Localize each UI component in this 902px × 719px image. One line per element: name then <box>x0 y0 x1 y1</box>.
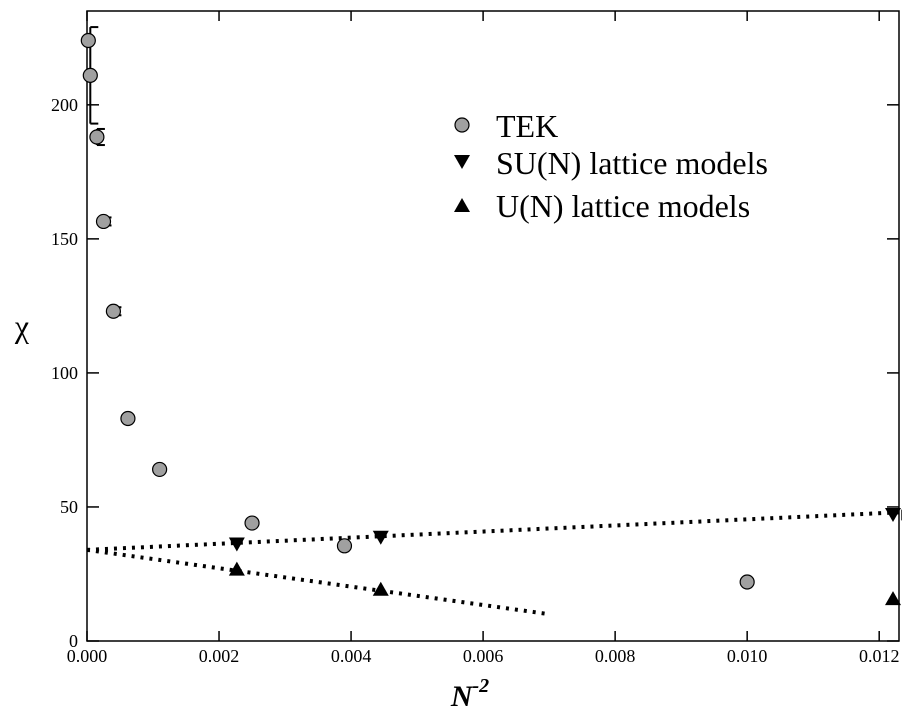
legend-marker <box>454 155 470 169</box>
data-point <box>228 537 245 552</box>
data-point <box>120 410 136 427</box>
data-point <box>89 129 105 145</box>
x-axis-title: N-2 <box>450 675 489 713</box>
data-point <box>105 303 122 319</box>
data-point <box>95 213 112 230</box>
data-point <box>244 515 260 531</box>
x-tick-label: 0.004 <box>331 646 372 666</box>
x-tick-label: 0.002 <box>199 646 240 666</box>
legend-label: SU(N) lattice models <box>496 145 768 181</box>
legend-marker <box>454 198 470 212</box>
error-bars <box>89 26 902 521</box>
y-axis: 0 50 100 150 200 <box>51 95 899 651</box>
plot-frame <box>86 10 900 642</box>
y-axis-title: χ <box>14 308 30 344</box>
x-axis: 0.000 0.002 0.004 0.006 0.008 0.010 0.012 <box>67 11 900 666</box>
data-point <box>80 32 96 49</box>
fit-lines <box>86 510 900 617</box>
data-point <box>372 581 389 596</box>
x-tick-label: 0.012 <box>859 646 900 666</box>
legend-label: U(N) lattice models <box>496 188 750 224</box>
fit-line <box>86 547 550 617</box>
y-tick-label: 200 <box>51 95 78 115</box>
data-point <box>885 508 901 522</box>
data-point <box>228 561 245 576</box>
data-point <box>885 591 901 606</box>
data-point <box>336 538 353 554</box>
legend-label: TEK <box>496 108 558 144</box>
data-points <box>80 32 901 606</box>
data-point <box>372 530 389 545</box>
data-point <box>739 574 755 590</box>
x-tick-label: 0.008 <box>595 646 636 666</box>
y-tick-label: 100 <box>51 363 78 383</box>
x-tick-label: 0.006 <box>463 646 504 666</box>
y-tick-label: 0 <box>69 631 78 651</box>
fit-line <box>86 510 900 552</box>
data-point <box>82 67 98 83</box>
x-tick-label: 0.000 <box>67 646 108 666</box>
y-tick-label: 150 <box>51 229 78 249</box>
legend-marker <box>454 117 470 133</box>
x-tick-label: 0.010 <box>727 646 768 666</box>
data-point <box>152 461 168 478</box>
y-tick-label: 50 <box>60 497 78 517</box>
